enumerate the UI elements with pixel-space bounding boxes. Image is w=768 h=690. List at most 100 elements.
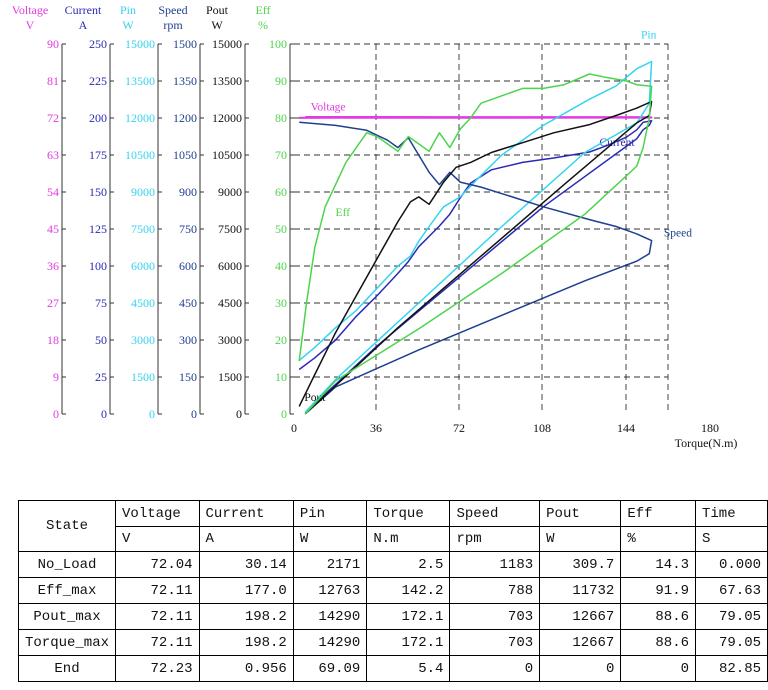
- value-cell: 72.11: [115, 629, 200, 656]
- y-tick-label-pin: 10500: [125, 148, 155, 162]
- value-cell: 72.11: [115, 577, 200, 604]
- y-axis-unit-pin: W: [122, 18, 134, 32]
- unit-speed: rpm: [449, 526, 541, 552]
- y-tick-label-pin: 7500: [131, 222, 155, 236]
- col-header-time: Time: [695, 500, 768, 527]
- y-tick-label-current: 175: [89, 148, 107, 162]
- value-cell: 91.9: [620, 577, 696, 604]
- value-cell: 79.05: [695, 603, 768, 630]
- col-header-eff: Eff: [620, 500, 696, 527]
- value-cell: 12763: [292, 577, 368, 604]
- y-tick-label-speed: 150: [179, 370, 197, 384]
- y-tick-label-pin: 6000: [131, 259, 155, 273]
- y-tick-label-pout: 10500: [212, 148, 242, 162]
- y-tick-label-pout: 3000: [218, 333, 242, 347]
- unit-torque: N.m: [366, 526, 451, 552]
- value-cell: 79.05: [695, 629, 768, 656]
- y-tick-label-pin: 4500: [131, 296, 155, 310]
- value-cell: 2.5: [366, 551, 451, 578]
- y-tick-label-pin: 12000: [125, 111, 155, 125]
- value-cell: 88.6: [620, 629, 696, 656]
- value-cell: 67.63: [695, 577, 768, 604]
- value-cell: 14290: [292, 603, 368, 630]
- y-tick-label-eff: 80: [275, 111, 287, 125]
- y-tick-label-pout: 0: [236, 407, 242, 421]
- state-cell: No_Load: [17, 551, 117, 578]
- x-tick-label: 36: [370, 421, 382, 435]
- value-cell: 0: [620, 655, 696, 682]
- value-cell: 69.09: [292, 655, 368, 682]
- value-cell: 72.04: [115, 551, 200, 578]
- state-cell: Pout_max: [17, 603, 117, 630]
- y-tick-label-eff: 100: [269, 37, 287, 51]
- y-axis-name-current: Current: [65, 3, 102, 17]
- y-tick-label-current: 100: [89, 259, 107, 273]
- y-tick-label-speed: 1050: [173, 148, 197, 162]
- value-cell: 72.11: [115, 603, 200, 630]
- y-axis-unit-voltage: V: [26, 18, 35, 32]
- value-cell: 177.0: [198, 577, 294, 604]
- value-cell: 0: [449, 655, 541, 682]
- value-cell: 172.1: [366, 603, 451, 630]
- y-axis-name-eff: Eff: [255, 3, 270, 17]
- series-line-speed: [299, 121, 653, 415]
- series-label-eff: Eff: [336, 207, 351, 219]
- value-cell: 198.2: [198, 603, 294, 630]
- col-header-speed: Speed: [449, 500, 541, 527]
- y-axis-name-voltage: Voltage: [12, 3, 48, 17]
- value-cell: 14.3: [620, 551, 696, 578]
- table-row: Torque_max 72.11 198.2 14290 172.1 703 12667 88…: [17, 629, 768, 656]
- series-label-speed: Speed: [664, 227, 692, 239]
- y-tick-label-voltage: 0: [53, 407, 59, 421]
- value-cell: 2171: [292, 551, 368, 578]
- y-tick-label-speed: 300: [179, 333, 197, 347]
- value-cell: 0.956: [198, 655, 294, 682]
- value-cell: 142.2: [366, 577, 451, 604]
- y-tick-label-pout: 6000: [218, 259, 242, 273]
- y-tick-label-pout: 4500: [218, 296, 242, 310]
- y-tick-label-eff: 70: [275, 148, 287, 162]
- value-cell: 0: [539, 655, 622, 682]
- table-body: No_Load 72.04 30.14 2171 2.5 1183 309.7 14.3 0.0…: [17, 551, 768, 682]
- y-tick-label-pout: 7500: [218, 222, 242, 236]
- y-tick-label-current: 250: [89, 37, 107, 51]
- y-tick-label-speed: 0: [191, 407, 197, 421]
- y-tick-label-current: 25: [95, 370, 107, 384]
- y-axis-unit-speed: rpm: [163, 18, 183, 32]
- y-tick-label-pin: 0: [149, 407, 155, 421]
- col-header-pin: Pin: [292, 500, 368, 527]
- y-axis-name-pin: Pin: [120, 3, 136, 17]
- unit-pout: W: [539, 526, 622, 552]
- value-cell: 198.2: [198, 629, 294, 656]
- y-tick-label-pout: 1500: [218, 370, 242, 384]
- y-tick-label-current: 225: [89, 74, 107, 88]
- y-tick-label-pout: 13500: [212, 74, 242, 88]
- table-row: No_Load 72.04 30.14 2171 2.5 1183 309.7 14.3 0.0…: [17, 551, 768, 578]
- value-cell: 72.23: [115, 655, 200, 682]
- y-tick-label-voltage: 36: [47, 259, 59, 273]
- y-tick-label-eff: 60: [275, 185, 287, 199]
- x-tick-label: 108: [533, 421, 551, 435]
- series-line-voltage: [299, 115, 653, 119]
- y-tick-label-eff: 50: [275, 222, 287, 236]
- value-cell: 703: [449, 629, 541, 656]
- y-tick-label-voltage: 63: [47, 148, 59, 162]
- y-tick-label-speed: 750: [179, 222, 197, 236]
- y-tick-label-current: 125: [89, 222, 107, 236]
- table-row: End 72.23 0.956 69.09 5.4 0 0 0 82.85: [17, 655, 768, 682]
- series-label-pout: Pout: [304, 392, 326, 404]
- value-cell: 14290: [292, 629, 368, 656]
- y-tick-label-voltage: 81: [47, 74, 59, 88]
- y-tick-label-pin: 9000: [131, 185, 155, 199]
- y-tick-label-pin: 15000: [125, 37, 155, 51]
- y-tick-label-pin: 3000: [131, 333, 155, 347]
- y-tick-label-voltage: 54: [47, 185, 59, 199]
- col-header-torque: Torque: [366, 500, 451, 527]
- x-tick-label: 144: [617, 421, 635, 435]
- y-tick-label-current: 75: [95, 296, 107, 310]
- y-tick-label-speed: 1200: [173, 111, 197, 125]
- y-tick-label-pout: 9000: [218, 185, 242, 199]
- y-tick-label-eff: 90: [275, 74, 287, 88]
- col-header-current: Current: [198, 500, 294, 527]
- value-cell: 88.6: [620, 603, 696, 630]
